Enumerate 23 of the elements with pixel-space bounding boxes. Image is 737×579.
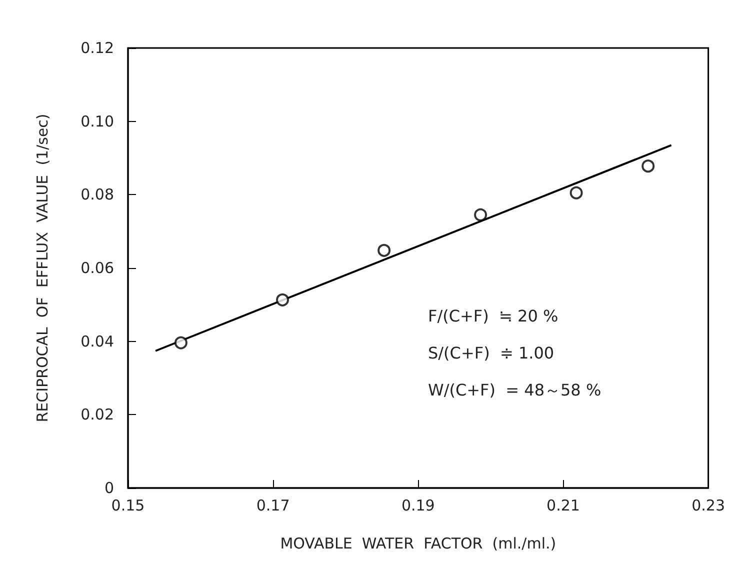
point (570, 186, 583, 200)
annotation: W/(C+F) = 48～58 % (428, 380, 602, 400)
y-tick-label: 0.10 (80, 112, 114, 130)
y-tick-label: 0.08 (80, 186, 114, 204)
x-tick-label: 0.17 (256, 496, 290, 514)
y-tick-label: 0 (104, 479, 114, 497)
x-tick-label: 0.23 (692, 496, 726, 514)
y-tick-label: 0.04 (80, 332, 114, 350)
annotation: S/(C+F) ≑ 1.00 (428, 344, 554, 362)
point (378, 244, 391, 257)
x-tick-label: 0.19 (401, 496, 435, 514)
x-axis-title: MOVABLE WATER FACTOR (ml./ml.) (280, 534, 556, 552)
y-tick-label: 0.12 (80, 39, 114, 57)
x-tick-label: 0.15 (111, 496, 145, 514)
point (276, 293, 290, 306)
x-tick-label: 0.21 (546, 496, 580, 514)
annotation: F/(C+F) ≒ 20 % (428, 306, 558, 326)
y-tick-label: 0.06 (80, 259, 114, 277)
y-axis-title: RECIPROCAL OF EFFLUX VALUE (1/sec) (34, 114, 52, 422)
y-tick-label: 0.02 (80, 406, 114, 424)
point (174, 336, 188, 350)
point (474, 208, 488, 222)
point (642, 160, 655, 173)
